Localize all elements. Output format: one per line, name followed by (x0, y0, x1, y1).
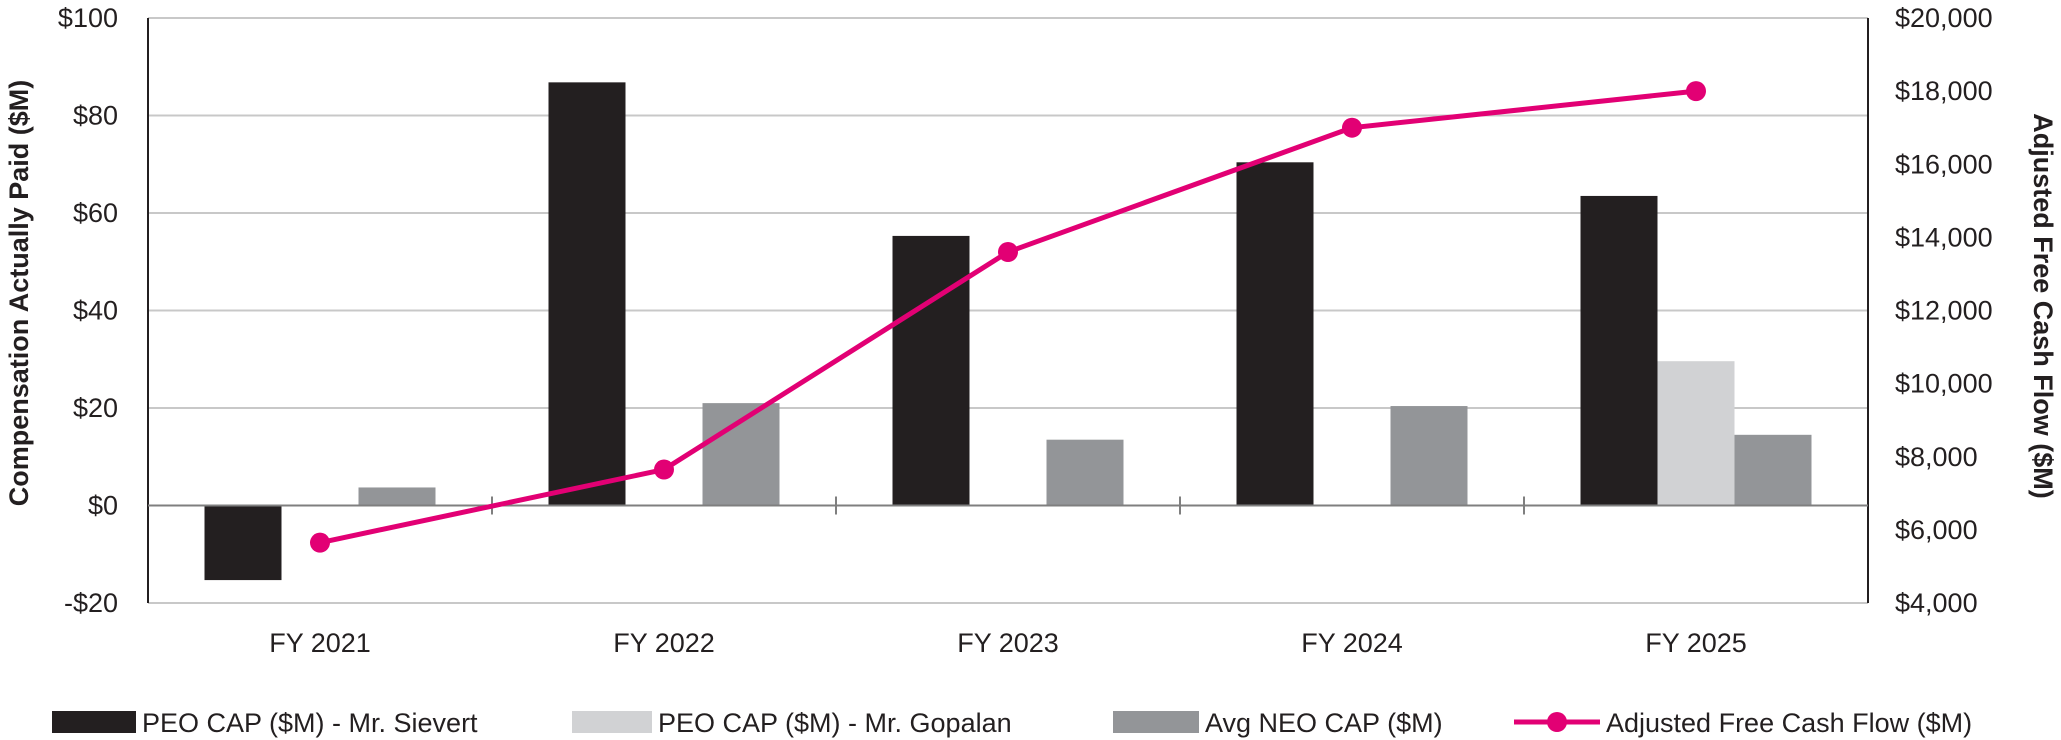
bar (892, 235, 970, 506)
bar (1657, 361, 1735, 506)
x-tick-label: FY 2023 (957, 628, 1059, 658)
right-tick-label: $10,000 (1895, 369, 1993, 399)
left-tick-label: $40 (73, 296, 118, 326)
plot-frame (147, 18, 1869, 603)
x-tick-label: FY 2024 (1301, 628, 1403, 658)
left-axis-title: Compensation Actually Paid ($M) (4, 80, 34, 507)
left-tick-label: $100 (58, 3, 118, 33)
legend-label: Adjusted Free Cash Flow ($M) (1606, 708, 1972, 738)
bar (1236, 162, 1314, 506)
left-tick-label: $60 (73, 198, 118, 228)
legend: PEO CAP ($M) - Mr. Sievert PEO CAP ($M) -… (52, 708, 1972, 738)
fcf-point (1686, 81, 1706, 102)
legend-marker (1547, 712, 1567, 732)
x-tick-label: FY 2021 (269, 628, 371, 658)
x-axis-ticks: FY 2021 FY 2022 FY 2023 FY 2024 FY 2025 (269, 628, 1747, 658)
right-tick-label: $6,000 (1895, 515, 1978, 545)
right-axis-ticks: $4,000 $6,000 $8,000 $10,000 $12,000 $14,000 $… (1895, 3, 1993, 618)
fcf-line-path (319, 88, 1697, 546)
bar (1580, 195, 1658, 506)
right-tick-label: $18,000 (1895, 76, 1993, 106)
bar (204, 505, 282, 581)
bar (1734, 434, 1812, 506)
bar (1390, 406, 1468, 506)
right-tick-label: $12,000 (1895, 296, 1993, 326)
fcf-point (1342, 117, 1362, 138)
right-tick-label: $20,000 (1895, 3, 1993, 33)
left-tick-label: $80 (73, 101, 118, 131)
legend-label: PEO CAP ($M) - Mr. Sievert (142, 708, 478, 738)
left-tick-label: $0 (88, 491, 118, 521)
bars (204, 82, 1812, 581)
x-tick-label: FY 2022 (613, 628, 715, 658)
legend-label: PEO CAP ($M) - Mr. Gopalan (658, 708, 1012, 738)
fcf-point (310, 532, 330, 553)
left-tick-label: $20 (73, 393, 118, 423)
legend-swatch (572, 711, 652, 733)
right-tick-label: $14,000 (1895, 222, 1993, 252)
legend-swatch (1113, 711, 1199, 733)
bar (548, 82, 626, 506)
bar (1046, 439, 1124, 506)
left-tick-label: -$20 (64, 588, 118, 618)
right-tick-label: $8,000 (1895, 442, 1978, 472)
legend-swatch (52, 711, 136, 733)
fcf-point (654, 459, 674, 480)
legend-label: Avg NEO CAP ($M) (1205, 708, 1443, 738)
right-tick-label: $16,000 (1895, 149, 1993, 179)
fcf-point (998, 242, 1018, 262)
fcf-line (310, 81, 1706, 553)
x-tick-label: FY 2025 (1645, 628, 1747, 658)
right-tick-label: $4,000 (1895, 588, 1978, 618)
right-axis-title: Adjusted Free Cash Flow ($M) (2028, 113, 2058, 499)
left-axis-ticks: -$20 $0 $20 $40 $60 $80 $100 (58, 3, 118, 618)
bar (358, 487, 436, 506)
